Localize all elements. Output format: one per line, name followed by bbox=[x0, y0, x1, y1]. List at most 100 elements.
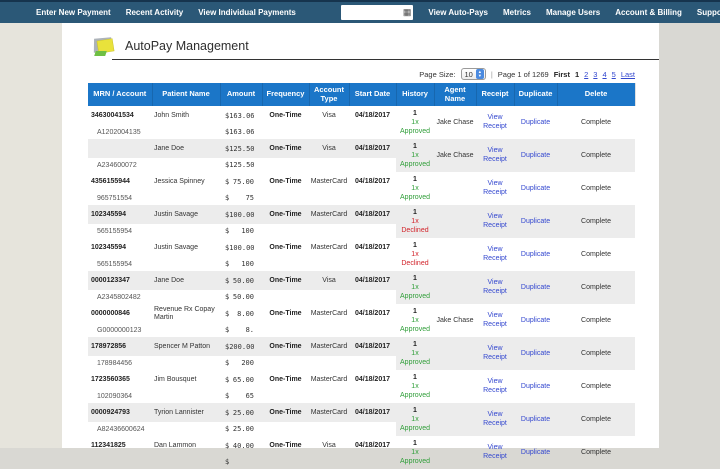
view-receipt-link[interactable]: View Receipt bbox=[483, 411, 507, 427]
agent-name-cell bbox=[434, 337, 476, 371]
table-record: 4356155944 Jessica Spinney $75.00 One-Ti… bbox=[88, 172, 635, 205]
empty-cell bbox=[349, 224, 396, 238]
column-header-amount: Amount bbox=[220, 83, 263, 107]
history-cell: 1 1x Declined bbox=[401, 242, 429, 268]
currency-symbol: $ bbox=[225, 210, 230, 219]
nav-item-view-auto-pays[interactable]: View Auto-Pays bbox=[428, 8, 488, 17]
amount-cell: $75.00 bbox=[225, 177, 254, 186]
currency-symbol: $ bbox=[225, 309, 230, 318]
view-receipt-link[interactable]: View Receipt bbox=[483, 444, 507, 460]
view-receipt-link[interactable]: View Receipt bbox=[483, 378, 507, 394]
duplicate-link[interactable]: Duplicate bbox=[520, 118, 551, 126]
duplicate-link[interactable]: Duplicate bbox=[520, 349, 551, 357]
view-receipt-link[interactable]: View Receipt bbox=[483, 345, 507, 361]
view-receipt-link[interactable]: View Receipt bbox=[483, 180, 507, 196]
empty-cell bbox=[349, 389, 396, 403]
currency-symbol: $ bbox=[225, 326, 230, 335]
currency-symbol: $ bbox=[225, 276, 230, 285]
currency-symbol: $ bbox=[225, 177, 230, 186]
mrn-cell: 102345594 bbox=[91, 244, 127, 252]
view-receipt-link[interactable]: View Receipt bbox=[483, 312, 507, 328]
agent-name-cell: Jake Chase bbox=[434, 139, 476, 173]
duplicate-link[interactable]: Duplicate bbox=[520, 415, 551, 423]
page-panel: AutoPay Management Page Size: 10 ▲ ▼ | Pa… bbox=[62, 23, 659, 466]
start-date-cell: 04/18/2017 bbox=[349, 337, 396, 357]
account-type-cell: Visa bbox=[322, 112, 336, 120]
content-area: AutoPay Management Page Size: 10 ▲ ▼ | Pa… bbox=[0, 23, 720, 466]
pagination-page-3[interactable]: 3 bbox=[593, 69, 598, 79]
empty-cell bbox=[152, 224, 220, 238]
nav-search-box[interactable]: ▦ bbox=[340, 5, 414, 20]
pagination-toolbar: Page Size: 10 ▲ ▼ | Page 1 of 1269 First … bbox=[62, 68, 635, 80]
pagination-last[interactable]: Last bbox=[620, 69, 635, 79]
mrn-cell: 0000123347 bbox=[88, 271, 152, 291]
view-receipt-link[interactable]: View Receipt bbox=[483, 114, 507, 130]
app-logo-icon bbox=[93, 36, 116, 56]
view-receipt-link[interactable]: View Receipt bbox=[483, 279, 507, 295]
nav-item-metrics[interactable]: Metrics bbox=[502, 8, 531, 17]
pagination-first[interactable]: First bbox=[553, 69, 570, 79]
page-size-stepper-icon[interactable]: ▲ ▼ bbox=[475, 69, 484, 79]
pagination-page-4[interactable]: 4 bbox=[602, 69, 607, 79]
title-divider bbox=[112, 59, 659, 60]
patient-name-cell: Jim Bousquet bbox=[154, 375, 197, 383]
account-type-cell: MasterCard bbox=[310, 376, 348, 384]
view-receipt-link[interactable]: View Receipt bbox=[483, 246, 507, 262]
patient-name-cell: Jane Doe bbox=[152, 139, 220, 159]
receipt-cell: View Receipt bbox=[476, 205, 514, 239]
view-receipt-link[interactable]: View Receipt bbox=[483, 147, 507, 163]
frequency-cell: One-Time bbox=[269, 442, 302, 450]
mrn-cell: 102345594 bbox=[88, 205, 152, 225]
duplicate-link[interactable]: Duplicate bbox=[520, 151, 551, 159]
start-date-cell: 04/18/2017 bbox=[354, 376, 391, 384]
patient-name-cell: Jane Doe bbox=[152, 271, 220, 291]
amount-sub-cell: $65 bbox=[225, 392, 254, 401]
delete-status: Complete bbox=[581, 317, 611, 325]
duplicate-link[interactable]: Duplicate bbox=[520, 250, 551, 258]
duplicate-link[interactable]: Duplicate bbox=[520, 316, 551, 324]
empty-cell bbox=[262, 389, 309, 403]
empty-cell bbox=[309, 257, 349, 271]
nav-item-view-individual-payments[interactable]: View Individual Payments bbox=[198, 8, 296, 17]
search-icon[interactable]: ▦ bbox=[402, 7, 412, 17]
empty-cell bbox=[262, 191, 309, 205]
pagination-page-5[interactable]: 5 bbox=[611, 69, 616, 79]
nav-item-account-billing[interactable]: Account & Billing bbox=[615, 8, 682, 17]
table-record: 0000924793 Tyrion Lannister $25.00 One-T… bbox=[88, 403, 635, 437]
history-cell: 1 1x Approved bbox=[396, 403, 434, 437]
empty-cell bbox=[152, 125, 220, 139]
receipt-cell: View Receipt bbox=[476, 403, 514, 437]
right-gutter bbox=[659, 23, 720, 448]
delete-status: Complete bbox=[581, 119, 611, 127]
nav-item-support[interactable]: Support bbox=[696, 8, 720, 17]
empty-cell bbox=[309, 356, 349, 370]
empty-cell bbox=[262, 158, 309, 172]
currency-symbol: $ bbox=[225, 342, 230, 351]
start-date-cell: 04/18/2017 bbox=[354, 112, 391, 120]
duplicate-link[interactable]: Duplicate bbox=[520, 382, 551, 390]
view-receipt-link[interactable]: View Receipt bbox=[483, 213, 507, 229]
account-cell: 565155954 bbox=[97, 227, 133, 235]
amount-sub-cell: $125.50 bbox=[225, 161, 255, 170]
column-header-delete: Delete bbox=[557, 83, 636, 107]
nav-item-manage-users[interactable]: Manage Users bbox=[545, 8, 601, 17]
currency-symbol: $ bbox=[225, 111, 230, 120]
currency-symbol: $ bbox=[225, 144, 230, 153]
pagination-separator: | bbox=[490, 69, 493, 79]
currency-symbol: $ bbox=[225, 392, 230, 401]
amount-cell: $163.06 bbox=[225, 111, 255, 120]
empty-cell bbox=[152, 389, 220, 403]
duplicate-link[interactable]: Duplicate bbox=[520, 184, 551, 192]
agent-name-cell bbox=[434, 172, 476, 205]
empty-cell bbox=[262, 257, 309, 271]
empty-cell bbox=[309, 224, 349, 238]
nav-item-enter-new-payment[interactable]: Enter New Payment bbox=[36, 8, 111, 17]
account-type-cell: MasterCard bbox=[310, 310, 348, 318]
search-input[interactable] bbox=[342, 6, 403, 19]
page-size-select[interactable]: 10 ▲ ▼ bbox=[460, 68, 486, 80]
duplicate-link[interactable]: Duplicate bbox=[520, 217, 551, 225]
duplicate-link[interactable]: Duplicate bbox=[520, 283, 551, 291]
column-header-receipt: Receipt bbox=[476, 83, 515, 107]
pagination-page-2[interactable]: 2 bbox=[584, 69, 589, 79]
nav-item-recent-activity[interactable]: Recent Activity bbox=[125, 8, 184, 17]
